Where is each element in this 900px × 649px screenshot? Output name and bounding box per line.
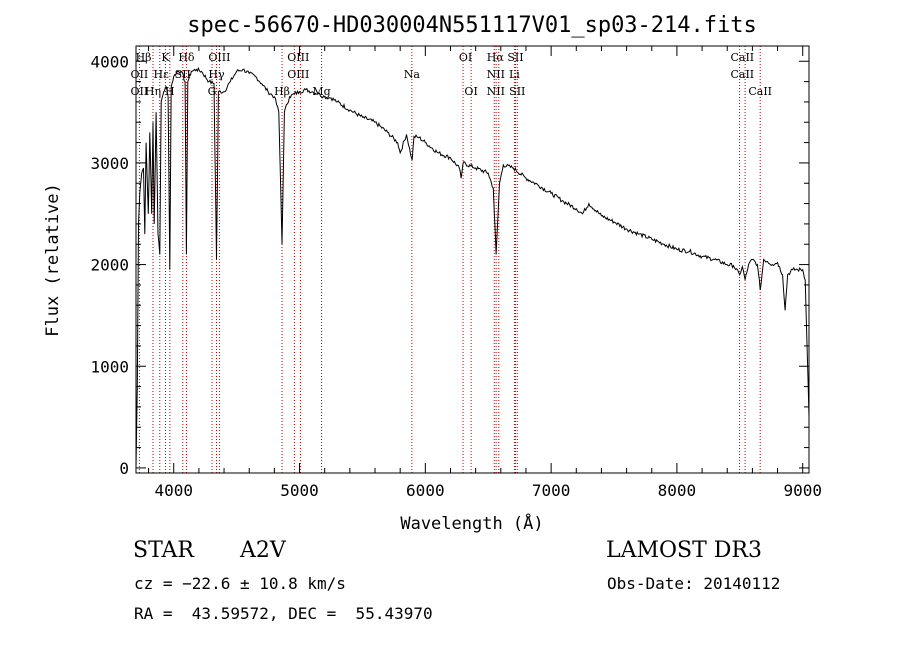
x-axis-label: Wavelength (Å) xyxy=(400,512,543,534)
x-tick-label-1: 5000 xyxy=(280,481,319,500)
line-label-r2-4: Hβ xyxy=(274,85,290,98)
x-tick-label-0: 4000 xyxy=(154,481,193,500)
ra-dec: RA = 43.59572, DEC = 55.43970 xyxy=(134,604,433,623)
line-label-r1-8: CaII xyxy=(730,68,754,81)
cz-value: cz = −22.6 ± 10.8 km/s xyxy=(134,574,346,593)
y-axis: 0 1000 2000 3000 4000 xyxy=(90,52,809,478)
chart-title: spec-56670-HD030004N551117V01_sp03-214.f… xyxy=(187,13,757,38)
object-type: STAR xyxy=(133,538,194,563)
line-label-r0-0: Hβ xyxy=(136,51,152,64)
y-tick-label-2: 2000 xyxy=(90,256,129,275)
line-label-r1-7: Li xyxy=(509,68,520,81)
plot-frame xyxy=(135,45,810,474)
x-tick-label-3: 7000 xyxy=(532,481,571,500)
y-tick-label-0: 0 xyxy=(119,459,129,478)
line-label-r2-2: H xyxy=(165,85,175,98)
line-label-r1-4: OIII xyxy=(287,68,309,81)
line-label-r1-0: OII xyxy=(131,68,149,81)
y-tick-label-3: 3000 xyxy=(90,154,129,173)
line-label-r1-5: Na xyxy=(404,68,421,81)
line-label-r2-6: OI xyxy=(464,85,477,98)
obs-date: Obs-Date: 20140112 xyxy=(607,574,781,593)
line-label-r0-2: Hδ xyxy=(178,51,195,64)
spectrum-chart: spec-56670-HD030004N551117V01_sp03-214.f… xyxy=(43,13,822,534)
line-label-r1-3: Hγ xyxy=(208,68,225,81)
line-label-r1-2: SII xyxy=(175,68,191,81)
y-tick-label-4: 4000 xyxy=(90,52,129,71)
line-label-r1-6: NII xyxy=(487,68,505,81)
line-label-r1-1: Hε xyxy=(154,68,170,81)
y-tick-label-1: 1000 xyxy=(90,357,129,376)
y-axis-label: Flux (relative) xyxy=(43,183,63,337)
x-tick-label-2: 6000 xyxy=(406,481,445,500)
line-label-r2-8: SII xyxy=(509,85,525,98)
line-label-r0-1: K xyxy=(161,51,170,64)
line-label-r2-9: CaII xyxy=(748,85,772,98)
line-label-r2-0: OII xyxy=(131,85,149,98)
line-label-r2-5: Mg xyxy=(312,85,330,98)
line-label-r0-5: OI xyxy=(459,51,472,64)
x-axis: 4000 5000 6000 7000 8000 9000 xyxy=(148,46,822,500)
subclass: A2V xyxy=(240,538,286,563)
line-markers xyxy=(138,46,761,473)
line-label-r0-8: CaII xyxy=(730,51,754,64)
line-label-r0-4: OIII xyxy=(287,51,309,64)
line-label-r0-3: OIII xyxy=(208,51,230,64)
line-label-r2-3: G xyxy=(208,85,217,98)
line-label-r2-7: NII xyxy=(487,85,505,98)
line-label-r0-7: SII xyxy=(507,51,523,64)
line-label-r2-1: Hη xyxy=(145,85,161,98)
survey-name: LAMOST DR3 xyxy=(606,538,762,563)
line-label-r0-6: Hα xyxy=(487,51,505,64)
x-tick-label-5: 9000 xyxy=(783,481,822,500)
spectrum-line xyxy=(135,66,810,468)
x-tick-label-4: 8000 xyxy=(658,481,697,500)
